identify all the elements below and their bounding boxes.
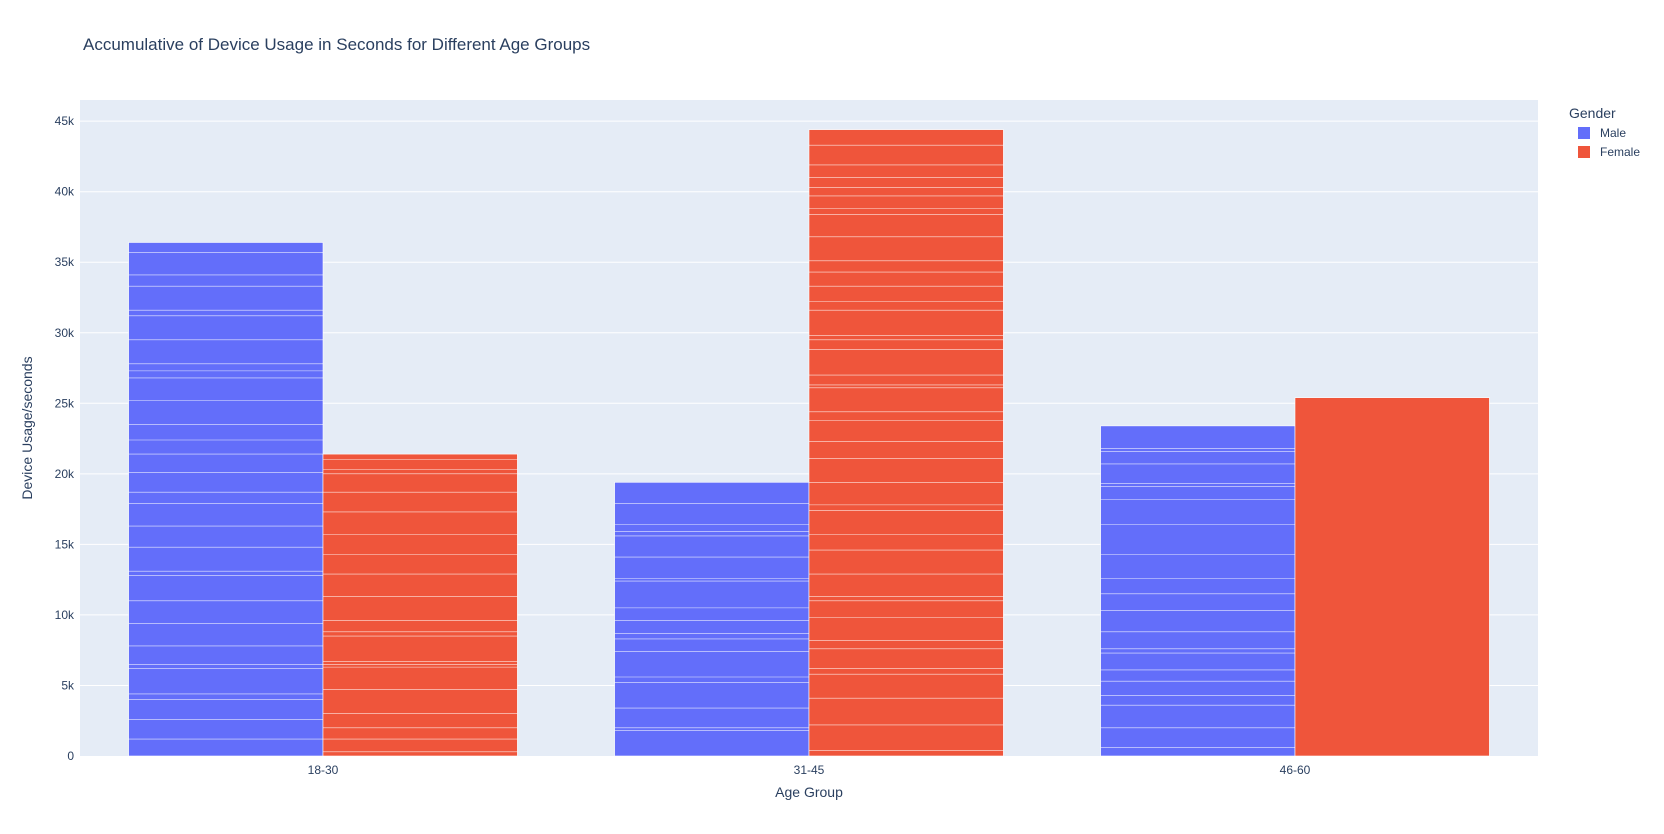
bar-male-46-60 (1100, 425, 1296, 757)
x-axis-ticks: 18-30 31-45 46-60 (308, 763, 1311, 777)
x-tick-label: 31-45 (794, 763, 825, 777)
x-axis-title: Age Group (775, 784, 843, 800)
y-axis-ticks: 0 5k 10k 15k 20k 25k 30k 35k 40k 45k (55, 114, 75, 763)
bar-female-31-45 (808, 129, 1004, 757)
y-axis-title: Device Usage/seconds (19, 356, 35, 499)
x-tick-label: 46-60 (1280, 763, 1311, 777)
bars (128, 129, 1490, 757)
legend: Gender Male Female (1569, 105, 1640, 159)
y-tick-label: 15k (55, 537, 75, 551)
y-tick-label: 10k (55, 608, 75, 622)
y-tick-label: 35k (55, 255, 75, 269)
legend-title: Gender (1569, 105, 1616, 121)
legend-label-male: Male (1600, 126, 1626, 140)
bar-male-31-45 (614, 482, 810, 757)
y-tick-label: 20k (55, 467, 75, 481)
y-tick-label: 30k (55, 326, 75, 340)
y-tick-label: 25k (55, 396, 75, 410)
y-tick-label: 40k (55, 185, 75, 199)
legend-swatch-female (1578, 146, 1590, 158)
bar-female-46-60 (1294, 397, 1490, 757)
y-tick-label: 0 (67, 749, 74, 763)
bar-female-18-30 (322, 453, 518, 757)
bar-male-18-30 (128, 242, 324, 757)
y-tick-label: 5k (61, 678, 75, 692)
chart-title: Accumulative of Device Usage in Seconds … (83, 35, 590, 54)
x-tick-label: 18-30 (308, 763, 339, 777)
legend-label-female: Female (1600, 145, 1640, 159)
legend-swatch-male (1578, 127, 1590, 139)
y-tick-label: 45k (55, 114, 75, 128)
